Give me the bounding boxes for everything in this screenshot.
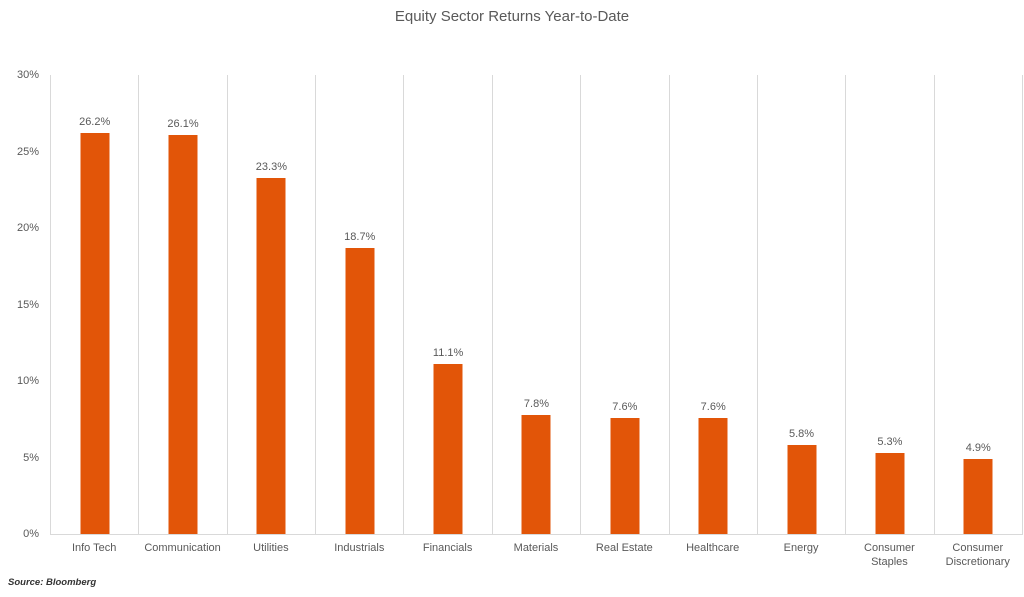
bar-healthcare [698,417,728,534]
x-category-label-utilities: Utilities [253,542,289,554]
bar-value-label: 7.6% [700,400,726,413]
bar-communication [168,134,198,534]
category-column-utilities: 23.3% [228,75,317,534]
x-axis-labels: Info Tech Communication Utilities Industria… [50,541,1022,570]
x-category-label-real-estate: Real Estate [595,542,653,554]
bar-value-label: 11.1% [432,347,464,360]
y-tick-label: 5% [23,451,39,464]
x-category-label-financials: Financials [422,542,473,554]
x-category-label-materials: Materials [513,542,559,554]
category-column-real-estate: 7.6% [581,75,670,534]
category-column-consumer-discretionary: 4.9% [935,75,1023,534]
bar-value-label: 4.9% [965,442,991,455]
y-tick-label: 0% [23,528,39,540]
plot-area: 26.2% 26.1% 23.3% 18.7% 11.1% 7.8% 7.6% 7.6% 5.8… [50,75,1023,535]
category-column-financials: 11.1% [404,75,493,534]
bar-value-label: 26.1% [167,117,199,130]
bar-value-label: 23.3% [255,160,287,173]
bar-value-label: 26.2% [79,116,111,129]
y-tick-label: 30% [16,69,39,81]
category-column-consumer-staples: 5.3% [846,75,935,534]
bar-value-label: 18.7% [344,230,376,243]
bar-energy [787,445,817,534]
x-category-label-info-tech: Info Tech [71,542,117,554]
category-column-healthcare: 7.6% [670,75,758,534]
category-column-energy: 5.8% [758,75,847,534]
y-tick-label: 15% [16,298,39,311]
category-column-communication: 26.1% [139,75,228,534]
category-column-materials: 7.8% [493,75,582,534]
category-column-info-tech: 26.2% [51,75,140,534]
bar-info-tech [80,133,110,534]
chart-title: Equity Sector Returns Year-to-Date [394,8,630,25]
bar-financials [433,364,463,534]
bar-value-label: 5.8% [789,428,815,441]
bar-consumer-discretionary [963,459,993,534]
bar-consumer-staples [875,452,905,534]
y-tick-label: 10% [16,375,39,388]
bar-value-label: 7.6% [612,400,638,413]
bar-industrials [345,247,375,534]
y-tick-label: 25% [16,145,39,158]
bar-real-estate [610,417,640,534]
y-axis: 0% 5% 10% 15% 20% 25% 30% [0,69,44,540]
x-category-label-consumer-staples: Consumer Staples [864,542,915,569]
x-category-label-healthcare: Healthcare [686,542,740,554]
bar-materials [521,414,551,534]
x-category-label-consumer-discretionary: Consumer Discretionary [945,542,1010,569]
bar-utilities [256,177,286,534]
source-note: Source: Bloomberg [8,577,97,588]
bar-value-label: 7.8% [523,397,550,410]
x-category-label-industrials: Industrials [334,542,385,554]
x-category-label-energy: Energy [783,542,819,554]
x-category-label-communication: Communication [144,542,221,554]
y-tick-label: 20% [16,222,39,235]
category-column-industrials: 18.7% [316,75,405,534]
bar-value-label: 5.3% [877,435,903,448]
